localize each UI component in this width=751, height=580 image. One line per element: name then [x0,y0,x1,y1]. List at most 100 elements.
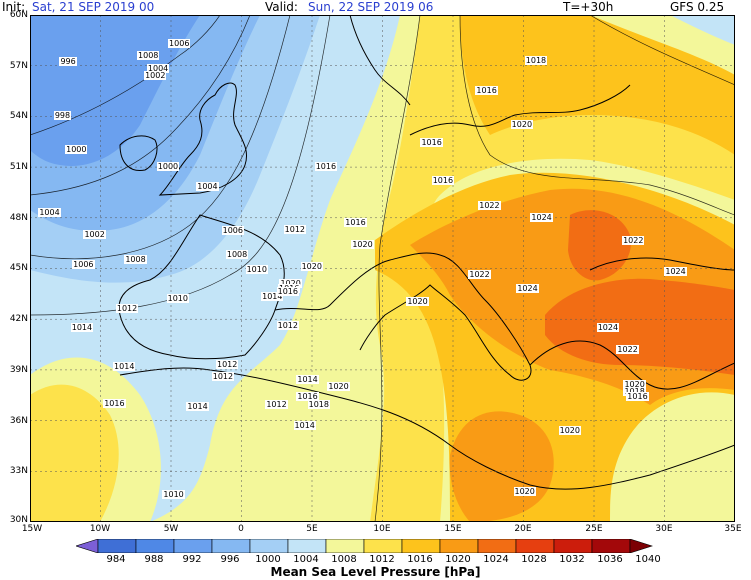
isobar-label: 1012 [276,320,299,330]
colorbar-swatch [401,539,441,553]
colorbar-swatch [515,539,555,553]
scandinavia-coast [349,15,411,106]
colorbar-tick: 1000 [255,554,281,565]
colorbar-tick: 1008 [331,554,357,565]
isobar-label: 1010 [166,293,189,303]
isobar-label: 1016 [296,391,319,401]
colorbar-swatch [287,539,327,553]
lon-label: 20E [514,524,532,534]
baltic-coast [409,84,631,136]
colorbar-title: Mean Sea Level Pressure [hPa] [270,565,481,579]
isobar-label: 1020 [623,380,646,390]
isobar-label: 1014 [70,322,94,332]
lead-time: T=+30h [563,0,614,14]
lon-label: 10W [89,524,111,534]
isobar-label: 1012 [211,371,235,381]
colorbar-tick: 1024 [483,554,509,565]
isobar-label: 1006 [221,226,244,236]
lat-label: 33N [9,466,28,476]
isobar-label: 1012 [215,359,239,369]
colorbar-swatch [97,539,137,553]
isobar-label: 1008 [124,255,147,265]
lon-label: 5E [306,524,318,534]
isobar-label: 1002 [83,229,106,239]
lon-label: 10E [373,524,391,534]
lat-label: 39N [9,365,28,375]
uk-coast [158,82,248,196]
map-header: Init: Sat, 21 SEP 2019 00 Valid: Sun, 22… [0,0,751,14]
init-label: Init: [2,0,26,14]
isobar-label: 996 [59,57,77,67]
isobar-label: 1024 [664,266,687,276]
colorbar-swatch [591,539,631,553]
isobar-label: 1016 [431,175,455,185]
isobar-label: 1020 [510,119,534,129]
lon-label: 5W [163,524,179,534]
colorbar-tick: 988 [144,554,164,565]
isobar-label: 1020 [327,381,350,391]
colorbar-tick: 1020 [445,554,471,565]
isobar-label: 1004 [38,207,61,217]
colorbar-tick: 1004 [293,554,319,565]
colorbar-tick: 1032 [559,554,585,565]
lon-label: 15W [21,524,43,534]
lon-label: 35E [724,524,742,534]
colorbar-tick: 1016 [407,554,433,565]
model-name: GFS 0.25 [670,0,725,14]
lat-label: 54N [9,111,28,121]
isobar-label: 1004 [196,182,219,192]
lat-label: 45N [9,263,28,273]
isobar-label: 1020 [279,278,302,288]
colorbar-swatch [211,539,251,553]
valid-label: Valid: [265,0,298,14]
field-1028-east [545,278,735,375]
isobar-label: 1012 [265,400,288,410]
isobar-label: 1024 [596,322,620,332]
field-ne-lower [670,15,735,45]
colorbar-tick: 1040 [635,554,661,565]
pressure-colorbar [76,539,653,553]
isobar-label: 1014 [186,402,209,412]
isobar-label: 1018 [307,400,330,410]
isobar-label: 1022 [616,344,639,354]
field-ne-low [590,15,735,75]
isobar-label: 1016 [103,398,126,408]
black-sea-coast [589,257,735,271]
colorbar-swatch [629,539,653,553]
isobar-label: 1012 [115,304,139,314]
isobar-label: 1010 [245,265,268,275]
aegean-coast [529,340,735,390]
isobars [30,15,735,522]
colorbar-swatch [173,539,213,553]
isobar-label: 1014 [293,420,316,430]
field-1016-1020 [370,15,735,522]
lon-label: 25E [585,524,603,534]
isobar-label: 1000 [156,162,180,172]
isobar-label: 1024 [530,212,553,222]
lat-label: 42N [9,314,28,324]
pressure-map [30,15,735,522]
isobar-label: 1006 [168,38,191,48]
isobar-label: 1018 [524,55,548,65]
lat-label: 48N [9,213,28,223]
isobar-label: 1020 [351,239,374,249]
isobar-label: 1012 [283,224,307,234]
isobar-label: 1022 [622,236,645,246]
isobar-label: 1016 [626,391,649,401]
colorbar-tick: 1028 [521,554,547,565]
isobar-label: 1020 [513,486,536,496]
lon-label: 30E [655,524,673,534]
colorbar-swatch [363,539,403,553]
colorbar-tick: 984 [106,554,126,565]
colorbar-swatch [439,539,479,553]
field-1028-center [568,210,631,281]
colorbar-tick: 1012 [369,554,395,565]
lon-label: 0 [238,524,244,534]
isobar-label: 1016 [344,217,367,227]
isobar-label: 1010 [162,489,185,499]
colorbar-tick: 996 [220,554,240,565]
lon-label: 15E [444,524,462,534]
isobar-label: 1022 [478,200,501,210]
isobar-label: 1016 [276,287,299,297]
isobar-label: 1020 [300,261,323,271]
